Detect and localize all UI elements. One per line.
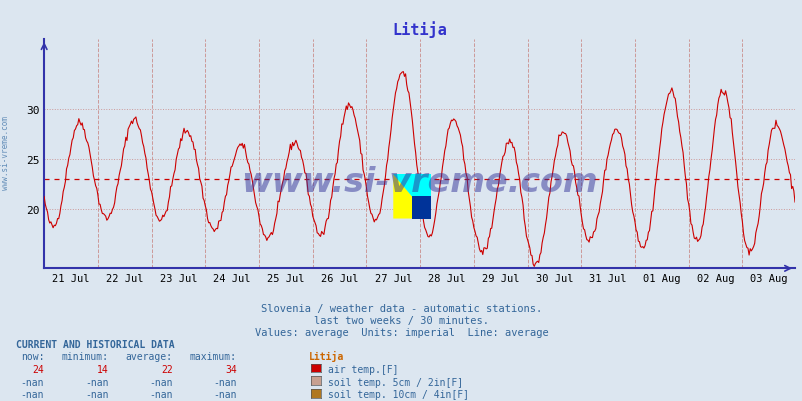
- Text: minimum:: minimum:: [61, 351, 108, 361]
- Text: average:: average:: [125, 351, 172, 361]
- Text: air temp.[F]: air temp.[F]: [327, 364, 398, 374]
- Text: soil temp. 10cm / 4in[F]: soil temp. 10cm / 4in[F]: [327, 389, 468, 399]
- Text: Values: average  Units: imperial  Line: average: Values: average Units: imperial Line: av…: [254, 327, 548, 337]
- Text: -nan: -nan: [85, 377, 108, 387]
- Polygon shape: [411, 196, 431, 219]
- Text: -nan: -nan: [21, 377, 44, 387]
- Text: -nan: -nan: [149, 377, 172, 387]
- Text: CURRENT AND HISTORICAL DATA: CURRENT AND HISTORICAL DATA: [16, 339, 175, 349]
- Text: 34: 34: [225, 364, 237, 374]
- Text: now:: now:: [21, 351, 44, 361]
- Text: -nan: -nan: [21, 389, 44, 399]
- Text: -nan: -nan: [213, 377, 237, 387]
- Text: -nan: -nan: [85, 389, 108, 399]
- Polygon shape: [393, 174, 431, 219]
- Text: 24: 24: [32, 364, 44, 374]
- Text: last two weeks / 30 minutes.: last two weeks / 30 minutes.: [314, 315, 488, 325]
- Title: Litija: Litija: [391, 21, 447, 38]
- Text: Slovenia / weather data - automatic stations.: Slovenia / weather data - automatic stat…: [261, 303, 541, 313]
- Text: -nan: -nan: [213, 389, 237, 399]
- Text: www.si-vreme.com: www.si-vreme.com: [241, 165, 597, 198]
- Polygon shape: [393, 174, 431, 219]
- Text: Litija: Litija: [309, 350, 344, 361]
- Text: soil temp. 5cm / 2in[F]: soil temp. 5cm / 2in[F]: [327, 377, 462, 387]
- Text: 14: 14: [96, 364, 108, 374]
- Text: 22: 22: [160, 364, 172, 374]
- Text: maximum:: maximum:: [189, 351, 237, 361]
- Text: www.si-vreme.com: www.si-vreme.com: [1, 115, 10, 189]
- Text: -nan: -nan: [149, 389, 172, 399]
